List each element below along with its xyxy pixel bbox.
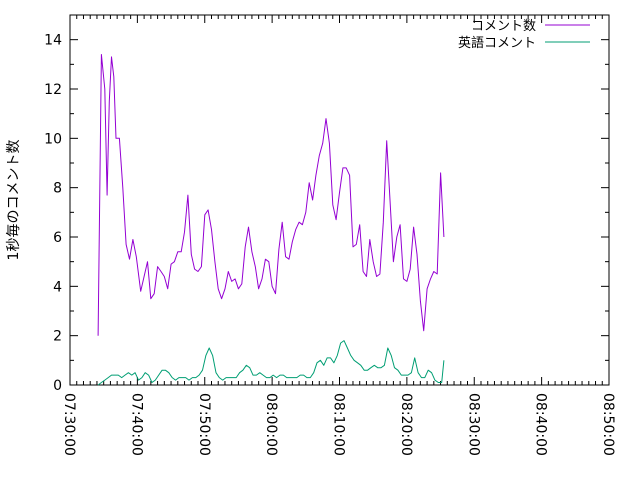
x-axis: 07:30:00 07:40:00 07:50:00 08:00:00 08:10:00… — [61, 15, 616, 456]
y-axis: 0 2 4 6 8 10 12 14 — [44, 33, 609, 394]
x-tick-label: 08:40:00 — [533, 393, 549, 456]
x-tick-label: 07:30:00 — [61, 393, 77, 456]
y-tick-label: 10 — [44, 131, 62, 147]
y-tick-label: 14 — [44, 33, 62, 49]
legend-label-2: 英語コメント — [458, 35, 536, 51]
y-axis-title: 1秒毎のコメント数 — [6, 140, 22, 261]
plot-border — [69, 14, 610, 386]
y-tick-label: 8 — [53, 181, 62, 197]
x-tick-label: 08:30:00 — [465, 393, 481, 456]
y-tick-label: 0 — [53, 378, 62, 394]
x-tick-label: 08:50:00 — [600, 393, 616, 456]
x-tick-label: 07:40:00 — [128, 393, 144, 456]
x-tick-label: 07:50:00 — [196, 393, 212, 456]
x-tick-label: 08:20:00 — [398, 393, 414, 456]
y-tick-label: 6 — [53, 230, 62, 246]
series-lines — [97, 54, 445, 386]
series-line-1 — [97, 54, 445, 336]
legend-label-1: コメント数 — [471, 19, 536, 34]
y-tick-label: 12 — [44, 82, 62, 98]
x-tick-label: 08:00:00 — [263, 393, 279, 456]
y-tick-label: 2 — [53, 329, 62, 345]
y-tick-label: 4 — [53, 279, 62, 295]
series-line-2 — [97, 340, 445, 386]
x-tick-label: 08:10:00 — [331, 393, 347, 456]
plot-frame — [69, 14, 610, 386]
